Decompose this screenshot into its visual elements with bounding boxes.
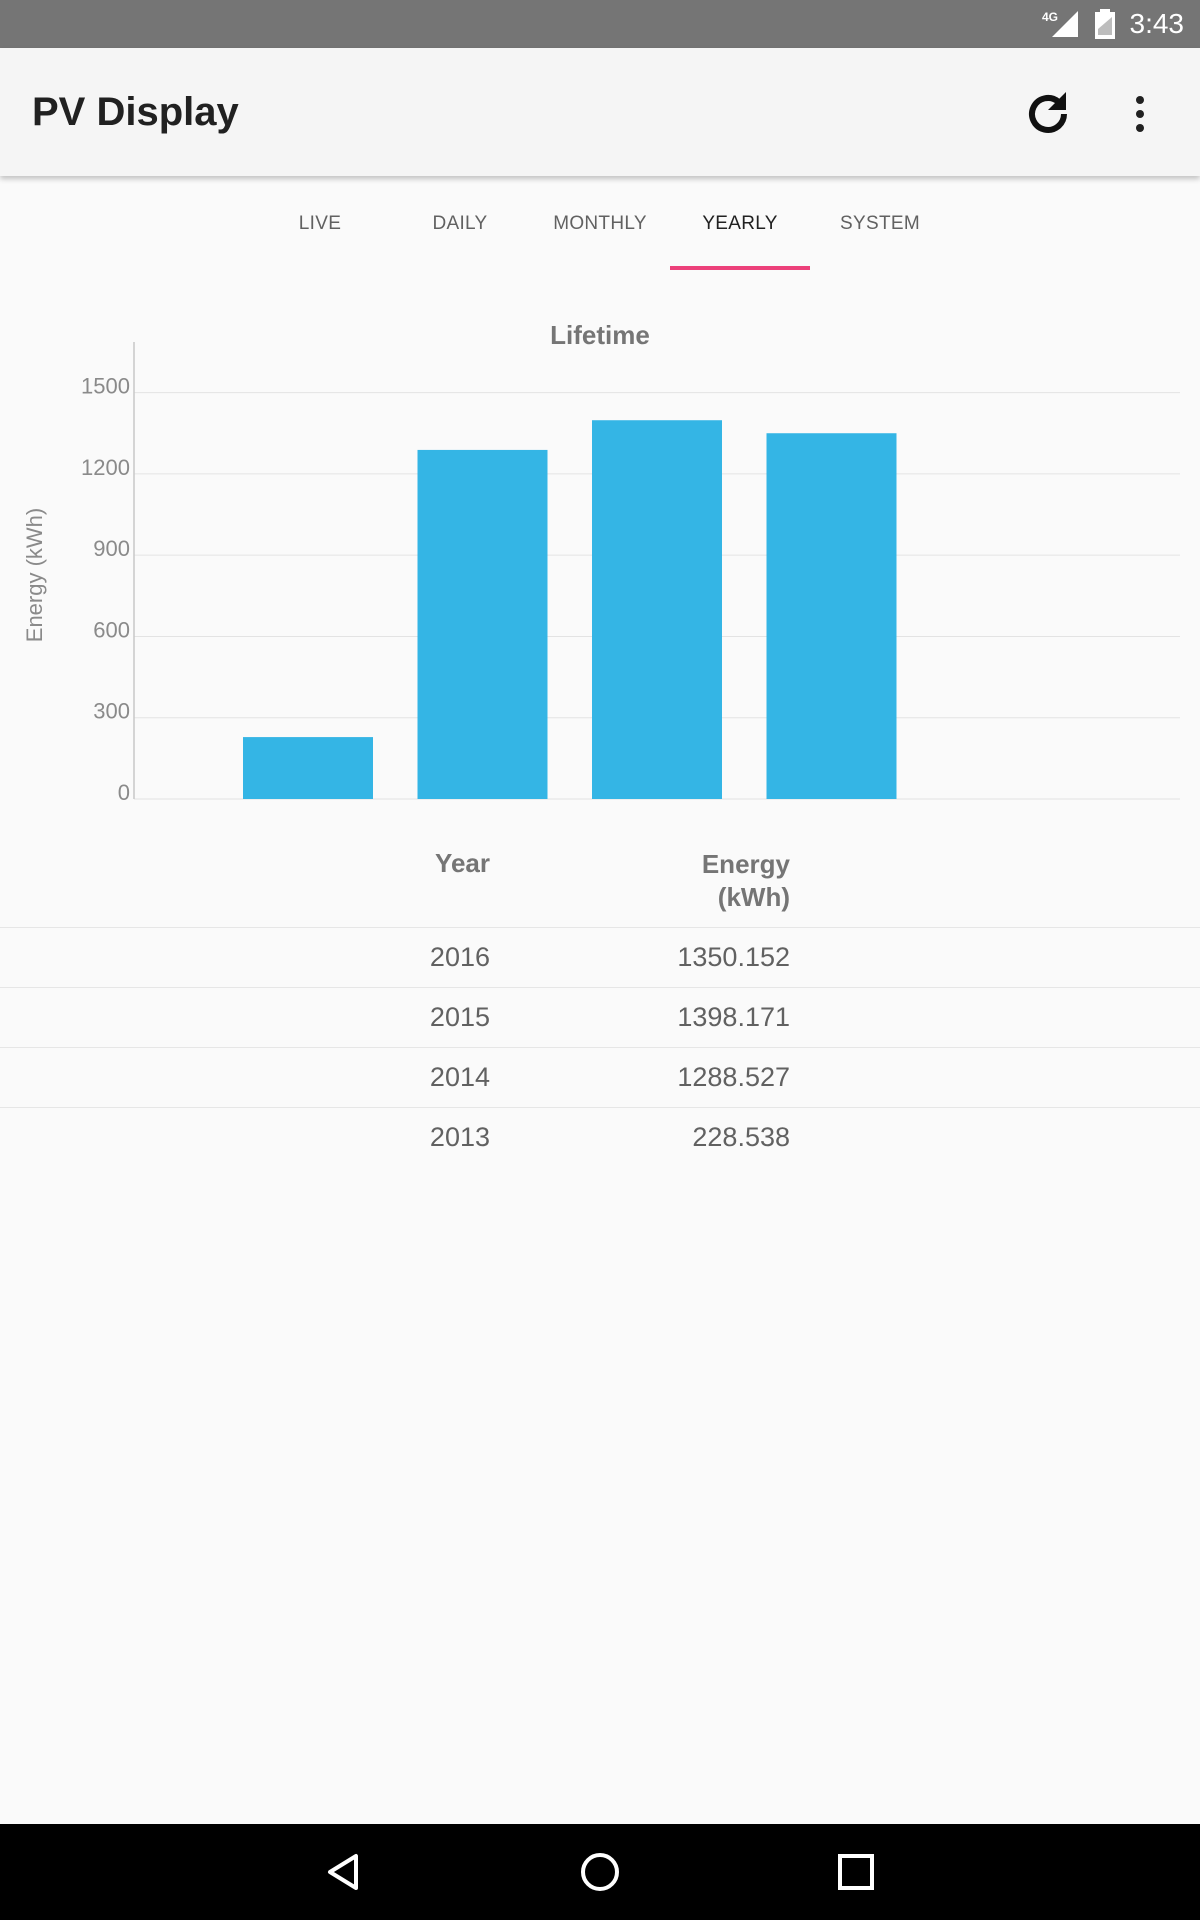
battery-icon: [1094, 9, 1115, 39]
recents-button[interactable]: [832, 1848, 880, 1896]
cell-year: 2013: [429, 1122, 490, 1152]
table-row: 2014 1288.527: [0, 1047, 1200, 1107]
cell-year: 2015: [429, 1002, 490, 1032]
tab-daily[interactable]: DAILY: [432, 213, 488, 234]
bar-2014: [417, 449, 548, 799]
tab-system[interactable]: SYSTEM: [840, 213, 920, 234]
header-year: Year: [435, 848, 490, 878]
refresh-button[interactable]: [1020, 86, 1076, 142]
chart-title: Lifetime: [550, 320, 650, 350]
recents-icon: [838, 1854, 874, 1890]
tab-monthly[interactable]: MONTHLY: [553, 213, 647, 234]
back-icon: [328, 1854, 358, 1890]
more-options-button[interactable]: [1122, 88, 1158, 140]
energy-chart: Lifetime Energy (kWh) 0 300 600 900 1200 1500: [0, 310, 1200, 810]
header-energy: Energy (kWh): [640, 848, 790, 914]
y-tick-label: 300: [93, 699, 130, 724]
app-bar: PV Display: [0, 48, 1200, 176]
y-tick-label: 1200: [81, 455, 130, 480]
y-tick-label: 600: [93, 617, 130, 642]
more-vert-icon: [1136, 96, 1144, 104]
refresh-icon: [1029, 92, 1067, 133]
clock: 3:43: [1129, 8, 1185, 39]
status-bar: 4G 3:43: [0, 0, 1200, 48]
bar-2013: [243, 737, 373, 799]
home-button[interactable]: [576, 1848, 624, 1896]
chart-svg: Lifetime Energy (kWh) 0 300 600 900 1200 1500: [22, 320, 1180, 805]
table-row: 2016 1350.152: [0, 927, 1200, 987]
y-tick-label: 0: [118, 780, 130, 805]
tab-bar: LIVE DAILY MONTHLY YEARLY SYSTEM: [0, 176, 1200, 272]
navigation-bar: [0, 1824, 1200, 1920]
y-tick-label: 900: [93, 536, 130, 561]
cell-energy: 228.538: [692, 1122, 790, 1152]
table-row: 2015 1398.171: [0, 987, 1200, 1047]
cell-energy: 1398.171: [677, 1002, 790, 1032]
cell-energy: 1350.152: [677, 942, 790, 972]
bar-2015: [592, 420, 722, 799]
signal-icon: 4G: [1042, 10, 1078, 37]
header-energy-line2: (kWh): [717, 882, 790, 912]
app-title: PV Display: [32, 89, 239, 134]
home-icon: [581, 1853, 619, 1891]
cell-energy: 1288.527: [677, 1062, 790, 1092]
y-axis-label: Energy (kWh): [22, 508, 47, 642]
tab-indicator: [670, 266, 810, 270]
table-row: 2013 228.538: [0, 1107, 1200, 1167]
back-button[interactable]: [320, 1848, 368, 1896]
cell-year: 2014: [429, 1062, 490, 1092]
header-energy-line1: Energy: [701, 849, 790, 879]
tab-live[interactable]: LIVE: [298, 213, 342, 234]
more-vert-icon-dot: [1136, 110, 1144, 118]
cell-year: 2016: [429, 942, 490, 972]
tab-yearly[interactable]: YEARLY: [702, 213, 778, 234]
svg-text:4G: 4G: [1042, 10, 1058, 24]
more-vert-icon-dot: [1136, 124, 1144, 132]
bar-2016: [766, 433, 897, 799]
y-tick-label: 1500: [81, 374, 130, 399]
